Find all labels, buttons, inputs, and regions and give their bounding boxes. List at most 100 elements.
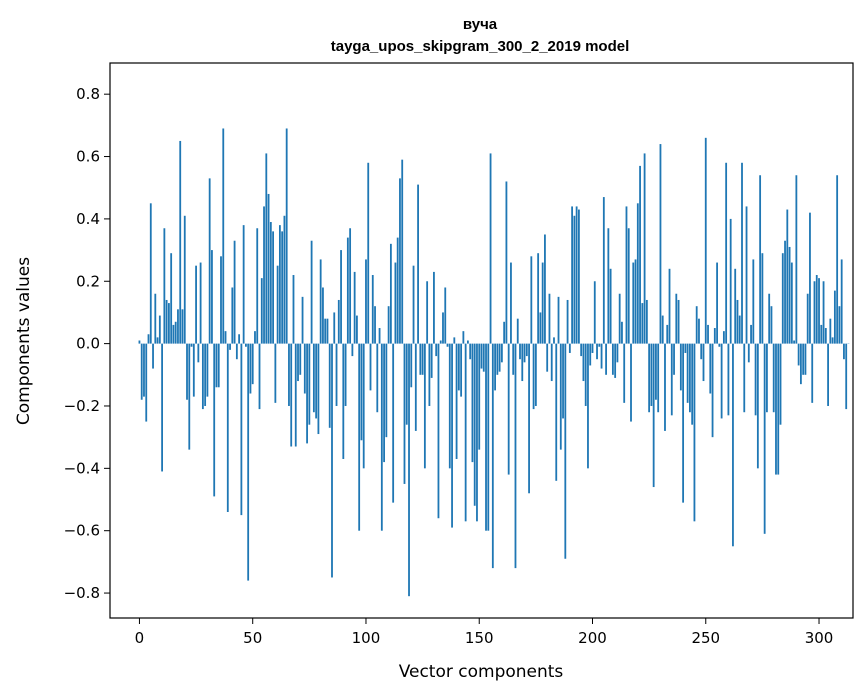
y-tick-label: 0.0 — [76, 335, 100, 353]
bar-component-23 — [190, 343, 193, 347]
bar-component-92 — [346, 237, 349, 344]
y-tick-label: 0.6 — [76, 148, 100, 166]
bar-component-8 — [156, 337, 159, 344]
bar-component-103 — [371, 275, 374, 344]
bar-component-290 — [795, 175, 798, 344]
bar-component-231 — [661, 315, 664, 344]
bar-component-153 — [485, 343, 487, 531]
chart-subtitle: tayga_upos_skipgram_300_2_2019 model — [331, 38, 630, 55]
bar-component-136 — [446, 343, 449, 347]
bar-component-56 — [265, 153, 268, 344]
bar-component-84 — [328, 343, 331, 428]
bar-component-2 — [143, 343, 145, 397]
bar-component-215 — [625, 206, 628, 344]
bar-component-233 — [666, 324, 669, 344]
bar-component-143 — [462, 331, 465, 344]
bar-component-271 — [752, 259, 755, 344]
bar-component-239 — [679, 343, 682, 391]
bar-component-222 — [641, 303, 644, 344]
bar-component-130 — [433, 271, 435, 344]
bar-component-158 — [496, 343, 499, 375]
bar-component-199 — [589, 343, 592, 366]
bar-component-274 — [759, 175, 762, 344]
bar-component-21 — [186, 343, 188, 400]
bar-component-119 — [408, 343, 410, 597]
bar-component-0 — [138, 340, 141, 344]
bar-component-268 — [745, 206, 748, 344]
bar-component-220 — [636, 203, 639, 344]
bar-component-57 — [267, 193, 270, 344]
bar-component-280 — [772, 343, 775, 413]
bar-component-164 — [510, 262, 512, 344]
bar-component-15 — [172, 324, 175, 344]
bar-component-298 — [813, 281, 816, 344]
bar-component-65 — [285, 128, 288, 344]
bar-component-202 — [596, 343, 598, 360]
bar-component-31 — [208, 178, 211, 344]
bar-component-292 — [799, 343, 802, 385]
bar-component-193 — [575, 206, 578, 344]
bar-component-288 — [790, 262, 793, 344]
bar-component-110 — [387, 306, 390, 344]
bar-component-11 — [163, 228, 166, 344]
x-tick-label: 50 — [243, 629, 262, 647]
bar-component-108 — [383, 343, 385, 463]
bar-component-32 — [211, 250, 213, 344]
bar-component-144 — [464, 343, 467, 522]
bar-component-229 — [657, 343, 660, 413]
bar-component-183 — [553, 337, 555, 344]
bar-component-102 — [369, 343, 372, 391]
bar-component-227 — [652, 343, 655, 488]
bar-component-157 — [494, 343, 496, 391]
bar-component-45 — [240, 343, 243, 516]
bar-component-279 — [770, 306, 773, 344]
bar-component-67 — [290, 343, 293, 447]
bar-component-300 — [818, 278, 820, 344]
bar-component-297 — [811, 343, 814, 403]
bar-component-78 — [315, 343, 318, 419]
bar-component-27 — [199, 262, 202, 344]
bar-component-171 — [525, 343, 528, 357]
bar-component-38 — [224, 331, 227, 344]
bar-component-148 — [473, 343, 476, 506]
bar-component-204 — [600, 343, 603, 369]
bar-component-182 — [550, 343, 553, 382]
bar-component-232 — [664, 343, 666, 431]
bar-component-213 — [621, 321, 623, 344]
bar-component-277 — [766, 343, 768, 413]
bar-component-176 — [537, 253, 540, 344]
bar-component-125 — [421, 343, 424, 375]
x-axis-ticks: 0 50 100 150 200 250 300 — [135, 618, 833, 647]
bar-component-97 — [358, 343, 361, 531]
bar-component-132 — [437, 343, 440, 519]
bar-component-83 — [326, 318, 329, 344]
bar-component-79 — [317, 343, 320, 435]
bar-component-264 — [736, 299, 739, 344]
bar-component-138 — [451, 343, 453, 528]
bar-component-175 — [534, 343, 537, 406]
bar-component-212 — [618, 293, 621, 344]
bar-component-180 — [546, 343, 549, 372]
bar-component-47 — [245, 343, 247, 347]
bar-component-117 — [403, 343, 406, 484]
bar-component-81 — [322, 287, 324, 344]
bar-component-251 — [707, 324, 709, 344]
bar-component-190 — [568, 343, 571, 353]
bar-component-10 — [161, 343, 163, 472]
bar-component-301 — [820, 324, 823, 344]
bar-component-5 — [149, 203, 152, 344]
chart-title: вуча — [463, 16, 498, 33]
bar-component-162 — [505, 181, 508, 344]
bar-component-122 — [414, 343, 417, 431]
bar-component-210 — [614, 343, 617, 378]
bar-component-272 — [754, 343, 757, 416]
bar-component-165 — [512, 343, 515, 375]
bar-component-134 — [442, 312, 444, 344]
bar-component-267 — [743, 343, 746, 413]
bar-component-22 — [188, 343, 191, 450]
bar-component-49 — [249, 343, 252, 394]
bar-component-30 — [206, 343, 209, 397]
bar-component-3 — [145, 343, 148, 422]
bar-component-51 — [254, 331, 256, 344]
